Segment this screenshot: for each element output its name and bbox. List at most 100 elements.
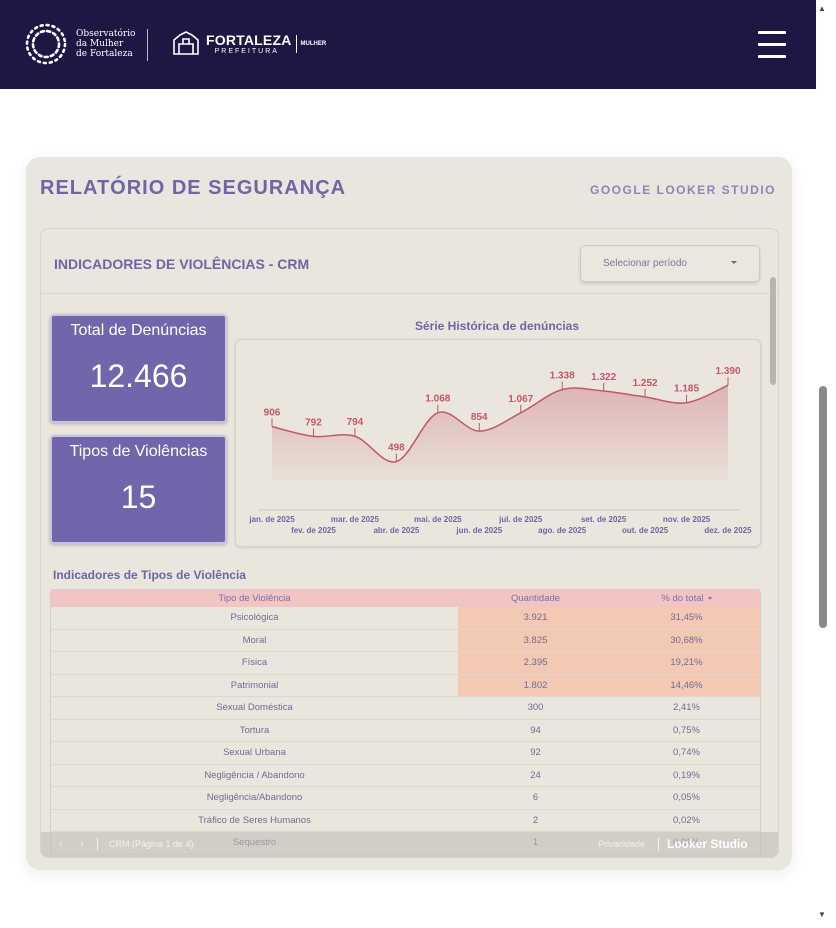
x-tick-label: abr. de 2025: [373, 526, 419, 535]
cell-percent: 0,05%: [673, 792, 700, 804]
page-scrollbar-thumb[interactable]: [819, 386, 827, 628]
scroll-down-icon[interactable]: ▼: [818, 910, 826, 919]
x-tick-label: set. de 2025: [581, 515, 627, 524]
data-label: 792: [305, 417, 322, 428]
x-tick-label: dez. de 2025: [704, 526, 752, 535]
observatorio-line-1: Observatório: [76, 29, 136, 39]
cell-quantidade: 1.802: [458, 674, 613, 696]
kpi-label: Tipos de Violências: [69, 443, 208, 460]
cell-quantidade: 94: [530, 724, 541, 736]
x-tick-label: out. de 2025: [622, 526, 669, 535]
cell-quantidade: 300: [527, 702, 544, 714]
cell-quantidade: 92: [530, 747, 541, 759]
x-tick-label: jul. de 2025: [498, 515, 543, 524]
footer-divider: [97, 838, 98, 851]
chart-line: [271, 384, 729, 463]
cell-percent: 30,68%: [613, 629, 760, 651]
table-row[interactable]: Patrimonial 1.802 14,46%: [51, 674, 760, 697]
observatorio-logo[interactable]: Observatório da Mulher de Fortaleza: [24, 22, 135, 66]
cell-quantidade: 24: [530, 769, 541, 781]
cell-quantidade: 2: [532, 814, 539, 826]
menu-icon[interactable]: [758, 31, 786, 59]
x-tick-label: nov. de 2025: [663, 515, 711, 524]
period-selector-label: Selecionar período: [603, 258, 687, 269]
kpi-total-denuncias: Total de Denúncias 12.466: [50, 314, 227, 423]
observatorio-line-3: de Fortaleza: [76, 49, 133, 59]
logo-divider: [147, 29, 148, 61]
prev-page-icon[interactable]: ‹: [59, 838, 63, 850]
observatorio-emblem-icon: [25, 23, 67, 65]
data-label: 794: [347, 417, 364, 428]
cell-percent: 19,21%: [613, 652, 760, 674]
data-label: 854: [471, 412, 488, 423]
next-page-icon[interactable]: ›: [80, 838, 84, 850]
cell-tipo: Sexual Urbana: [223, 747, 286, 759]
table-row[interactable]: Negligência / Abandono 24 0,19%: [51, 765, 760, 787]
fortaleza-divider: [295, 35, 297, 53]
cell-tipo: Patrimonial: [230, 679, 279, 691]
table-row[interactable]: Tráfico de Seres Humanos 2 0,02%: [51, 810, 760, 832]
column-header-percent-label: % do total: [661, 593, 704, 604]
column-header-percent[interactable]: % do total: [613, 590, 760, 607]
chevron-down-icon: [731, 261, 737, 264]
table-row[interactable]: Moral 3.825 30,68%: [51, 629, 760, 652]
table-row[interactable]: Negligência/Abandono 6 0,05%: [51, 787, 760, 810]
x-tick-label: ago. de 2025: [538, 526, 587, 535]
column-header-tipo[interactable]: Tipo de Violência: [218, 593, 291, 604]
cell-quantidade: 3.825: [458, 629, 613, 651]
table-row[interactable]: Sexual Doméstica 300 2,41%: [51, 697, 760, 720]
page-selector[interactable]: CRM (Página 1 de 4): [109, 839, 194, 849]
period-selector[interactable]: Selecionar período: [580, 245, 760, 282]
cell-tipo: Tortura: [239, 724, 270, 736]
cell-quantidade: 3.921: [458, 607, 613, 629]
table-row[interactable]: Tortura 94 0,75%: [51, 720, 760, 742]
column-header-quantidade[interactable]: Quantidade: [510, 593, 561, 604]
report-footer: ‹ › CRM (Página 1 de 4) Privacidade Look…: [41, 832, 778, 857]
x-tick-label: jan. de 2025: [248, 515, 295, 524]
cell-percent: 2,41%: [673, 702, 700, 714]
cell-tipo: Tráfico de Seres Humanos: [198, 814, 311, 826]
report-header: INDICADORES DE VIOLÊNCIAS - CRM Selecion…: [41, 229, 778, 294]
fortaleza-logo[interactable]: FORTALEZA PREFEITURA MULHER: [170, 30, 326, 58]
table-row[interactable]: Física 2.395 19,21%: [51, 652, 760, 675]
sort-desc-icon: [707, 597, 712, 600]
x-tick-label: mar. de 2025: [331, 515, 380, 524]
data-label: 906: [264, 408, 281, 419]
observatorio-line-2: da Mulher: [76, 39, 124, 49]
serie-historica-chart[interactable]: 906 jan. de 2025 792 fev. de 2025 794 mar. de…: [236, 340, 760, 546]
table-title: Indicadores de Tipos de Violência: [53, 568, 246, 582]
looker-studio-brand[interactable]: Looker Studio: [667, 837, 748, 851]
cell-tipo: Sexual Doméstica: [216, 702, 293, 714]
x-tick-label: mai. de 2025: [414, 515, 462, 524]
chart-title: Série Histórica de denúncias: [414, 319, 580, 333]
x-tick-label: fev. de 2025: [291, 526, 336, 535]
data-label: 1.338: [550, 371, 575, 382]
cell-percent: 14,46%: [613, 674, 760, 696]
violence-types-table: Tipo de Violência Quantidade % do total …: [50, 589, 761, 857]
report-scrollbar-thumb[interactable]: [770, 277, 776, 385]
site-header: Observatório da Mulher de Fortaleza FORT…: [0, 0, 816, 89]
cell-percent: 0,02%: [673, 814, 700, 826]
scroll-up-icon[interactable]: ▲: [818, 4, 826, 13]
data-label: 1.185: [674, 384, 699, 395]
cell-tipo: Negligência/Abandono: [206, 792, 303, 804]
mulher-wordmark: MULHER: [300, 41, 327, 47]
cell-quantidade: 6: [532, 792, 539, 804]
kpi-value: 15: [120, 479, 157, 515]
privacy-link[interactable]: Privacidade: [598, 839, 646, 849]
kpi-label: Total de Denúncias: [70, 322, 207, 339]
fortaleza-wordmark: FORTALEZA: [206, 32, 292, 48]
card-tag: GOOGLE LOOKER STUDIO: [589, 183, 776, 197]
data-label: 1.068: [425, 394, 450, 405]
table-row[interactable]: Sexual Urbana 92 0,74%: [51, 742, 760, 765]
cell-tipo: Física: [241, 657, 268, 669]
cell-tipo: Moral: [242, 634, 267, 646]
cell-percent: 31,45%: [613, 607, 760, 629]
observatorio-name: Observatório da Mulher de Fortaleza: [76, 29, 135, 59]
fortaleza-crest-icon: [173, 31, 199, 55]
cell-percent: 0,75%: [673, 724, 700, 736]
data-label: 1.390: [715, 366, 740, 377]
cell-tipo: Negligência / Abandono: [204, 769, 305, 781]
table-header: Tipo de Violência Quantidade % do total: [51, 590, 760, 607]
table-row[interactable]: Psicológica 3.921 31,45%: [51, 607, 760, 630]
